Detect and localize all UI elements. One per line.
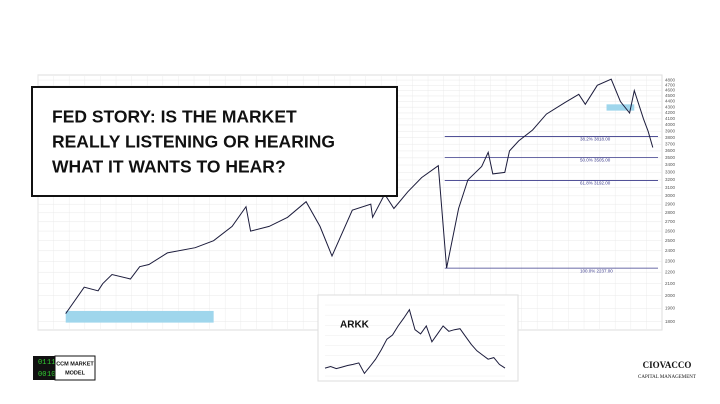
- y-tick-label: 3500: [665, 155, 676, 160]
- logo-digit: 00: [38, 371, 46, 379]
- y-tick-label: 4600: [665, 88, 676, 93]
- title-line: WHAT IT WANTS TO HEAR?: [52, 157, 286, 177]
- y-tick-label: 2700: [665, 219, 676, 224]
- y-tick-label: 4800: [665, 77, 676, 82]
- y-tick-label: 3000: [665, 193, 676, 198]
- y-tick-label: 1900: [665, 306, 676, 311]
- fib-label: 38.2% 3818.00: [580, 137, 611, 142]
- y-tick-label: 2300: [665, 258, 676, 263]
- y-tick-label: 3100: [665, 185, 676, 190]
- y-tick-label: 2600: [665, 228, 676, 233]
- support-zone: [606, 104, 635, 111]
- y-tick-label: 3700: [665, 141, 676, 146]
- logo-digit: 11: [47, 359, 55, 367]
- y-tick-label: 3200: [665, 177, 676, 182]
- title-line: FED STORY: IS THE MARKET: [52, 107, 297, 127]
- inset-line: [324, 308, 506, 375]
- y-tick-label: 3400: [665, 162, 676, 167]
- y-tick-label: 2400: [665, 248, 676, 253]
- logo-text: CCM MARKET: [56, 361, 94, 367]
- fib-label: 61.8% 3192.00: [580, 181, 611, 186]
- y-tick-label: 4000: [665, 122, 676, 127]
- logo-text: MODEL: [65, 370, 86, 376]
- y-tick-label: 4300: [665, 104, 676, 109]
- y-tick-label: 2800: [665, 210, 676, 215]
- logo-text-box: [54, 355, 96, 381]
- y-tick-label: 4500: [665, 93, 676, 98]
- y-tick-label: 2900: [665, 201, 676, 206]
- fib-label: 100.0% 2237.00: [580, 268, 613, 273]
- logo-box: [33, 356, 55, 380]
- y-tick-label: 4400: [665, 99, 676, 104]
- y-tick-label: 2500: [665, 238, 676, 243]
- logo-digit: 10: [47, 371, 55, 379]
- title-box: [31, 86, 398, 197]
- y-tick-label: 2200: [665, 269, 676, 274]
- y-tick-label: 1800: [665, 319, 676, 324]
- logo-digit: 01: [38, 359, 46, 367]
- support-zone: [65, 310, 214, 323]
- y-tick-label: 4700: [665, 82, 676, 87]
- y-tick-label: 2000: [665, 293, 676, 298]
- y-tick-label: 4200: [665, 110, 676, 115]
- y-tick-label: 3600: [665, 148, 676, 153]
- inset-frame: [317, 294, 519, 382]
- y-tick-label: 3300: [665, 170, 676, 175]
- y-tick-label: 3800: [665, 135, 676, 140]
- inset-label: ARKK: [340, 320, 370, 331]
- brand-tagline: CAPITAL MANAGEMENT: [638, 375, 696, 380]
- price-line: [65, 78, 654, 314]
- fib-label: 50.0% 3505.00: [580, 158, 611, 163]
- title-line: REALLY LISTENING OR HEARING: [52, 132, 335, 152]
- y-tick-label: 4100: [665, 116, 676, 121]
- y-tick-label: 2100: [665, 281, 676, 286]
- y-tick-label: 3900: [665, 128, 676, 133]
- brand-name: CIOVACCO: [643, 360, 692, 370]
